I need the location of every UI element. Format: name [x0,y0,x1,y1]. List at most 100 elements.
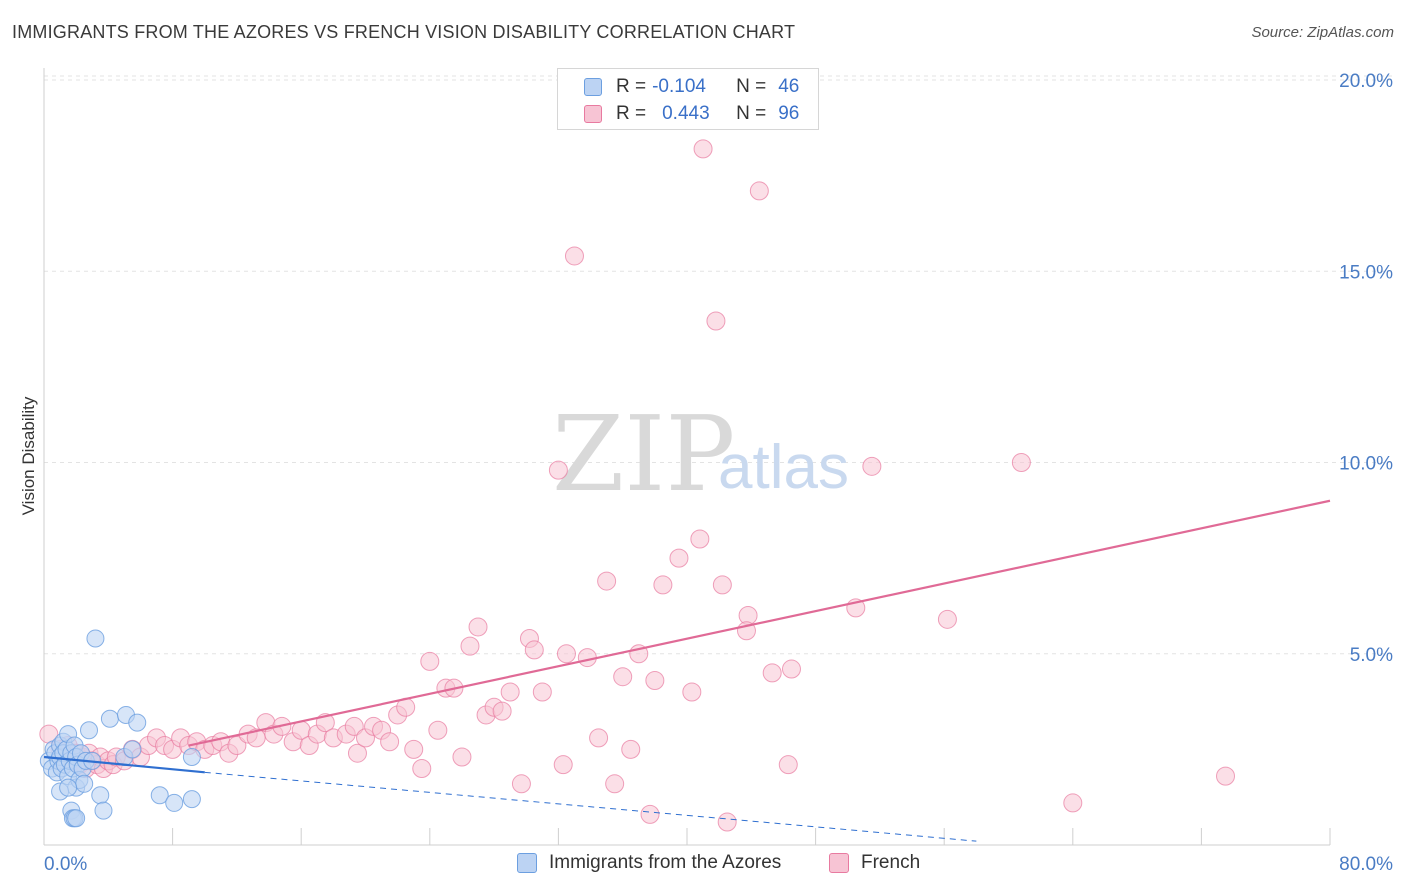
legend-item-french[interactable]: French [829,852,920,874]
french-point[interactable] [717,812,737,832]
azores-point[interactable] [91,786,110,805]
french-point[interactable] [762,663,782,683]
french-point[interactable] [640,804,660,824]
y-axis-label: Vision Disability [19,396,38,515]
french-point[interactable] [492,701,512,721]
y-tick-label: 5.0% [1350,645,1393,666]
azores-trend-extension [204,771,977,842]
french-point[interactable] [669,548,689,568]
azores-point[interactable] [94,801,113,820]
french-point[interactable] [690,529,710,549]
azores-point[interactable] [67,809,86,828]
french-point[interactable] [511,774,531,794]
bottom-legend: Immigrants from the Azores French [0,852,1406,878]
french-point[interactable] [553,755,573,775]
legend-label-french: French [861,852,921,873]
x-tick-label: 0.0% [44,854,87,875]
french-point[interactable] [548,460,568,480]
french-point[interactable] [613,667,633,687]
x-tick-label: 80.0% [1339,854,1393,875]
azores-point[interactable] [59,778,78,797]
watermark-zip: ZIP [552,393,735,515]
azores-legend-swatch [517,853,537,873]
n-label: N = [736,76,767,97]
french-point[interactable] [621,739,641,759]
azores-swatch [584,78,602,96]
french-point[interactable] [1063,793,1083,813]
chart-source: Source: ZipAtlas.com [1251,24,1394,41]
azores-point[interactable] [165,793,184,812]
azores-point[interactable] [182,790,201,809]
french-swatch [584,105,602,123]
french-point[interactable] [749,181,769,201]
french-point[interactable] [404,739,424,759]
grid [44,75,1392,655]
azores-trend-line [43,755,205,774]
french-point[interactable] [344,716,364,736]
french-point[interactable] [227,736,247,756]
azores-point[interactable] [182,748,201,767]
n-value: 46 [778,76,800,97]
y-tick-label: 20.0% [1339,71,1393,92]
azores-point[interactable] [123,740,142,759]
r-value: 0.443 [662,103,710,124]
watermark: ZIP atlas [552,393,849,515]
n-label: N = [736,103,767,124]
azores-point[interactable] [80,721,99,740]
azores-series [39,629,201,828]
tick-labels: 5.0% 10.0% 15.0% 20.0% 0.0% 80.0% [44,71,1393,875]
french-point[interactable] [468,617,488,637]
french-point[interactable] [452,747,472,767]
axes [43,68,1331,846]
stats-row-azores: R = -0.104 N = 46 [558,73,799,101]
french-point[interactable] [556,644,576,664]
chart-title: IMMIGRANTS FROM THE AZORES VS FRENCH VIS… [12,22,796,42]
french-legend-swatch [829,853,849,873]
french-point[interactable] [693,139,713,159]
french-point[interactable] [937,609,957,629]
azores-point[interactable] [150,786,169,805]
n-value: 96 [778,103,800,124]
french-point[interactable] [781,659,801,679]
french-point[interactable] [347,743,367,763]
r-value: -0.104 [652,76,706,97]
french-point[interactable] [1011,453,1031,472]
french-point[interactable] [380,732,400,752]
french-series [39,139,1236,832]
azores-point[interactable] [75,774,94,793]
r-label: R = [616,103,647,124]
french-point[interactable] [645,671,665,691]
french-point[interactable] [712,575,732,595]
french-point[interactable] [500,682,520,702]
french-point[interactable] [428,720,448,740]
french-point[interactable] [653,575,673,595]
y-tick-label: 15.0% [1339,262,1393,283]
stats-legend: R = -0.104 N = 46 R = 0.443 N = 96 [557,68,819,130]
french-point[interactable] [682,682,702,702]
legend-item-azores[interactable]: Immigrants from the Azores [517,852,781,874]
french-point[interactable] [460,636,480,656]
r-label: R = [616,76,647,97]
french-point[interactable] [532,682,552,702]
french-trend-line [188,499,1331,747]
y-tick-label: 10.0% [1339,454,1393,475]
watermark-atlas: atlas [718,433,849,502]
french-point[interactable] [564,246,584,266]
french-point[interactable] [862,456,882,476]
french-point[interactable] [524,640,544,660]
legend-label-azores: Immigrants from the Azores [549,852,782,873]
french-point[interactable] [706,311,726,331]
french-point[interactable] [412,759,432,778]
french-point[interactable] [778,755,798,775]
stats-row-french: R = 0.443 N = 96 [558,100,799,128]
azores-point[interactable] [86,629,105,648]
french-point[interactable] [605,774,625,794]
azores-point[interactable] [128,713,147,732]
french-point[interactable] [1216,766,1236,786]
trend-lines [43,499,1331,842]
french-point[interactable] [420,651,440,671]
azores-point[interactable] [100,709,119,728]
french-point[interactable] [589,728,609,748]
french-point[interactable] [597,571,617,591]
